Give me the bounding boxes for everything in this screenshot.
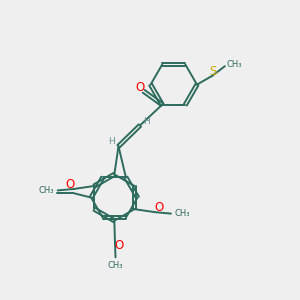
- Text: O: O: [154, 202, 164, 214]
- Text: O: O: [115, 238, 124, 252]
- Text: H: H: [143, 116, 150, 125]
- Text: CH₃: CH₃: [108, 261, 123, 270]
- Text: S: S: [209, 65, 217, 78]
- Text: CH₃: CH₃: [39, 186, 54, 195]
- Text: O: O: [65, 178, 74, 191]
- Text: O: O: [135, 81, 145, 94]
- Text: CH₃: CH₃: [175, 209, 190, 218]
- Text: CH₃: CH₃: [227, 60, 242, 69]
- Text: H: H: [109, 137, 115, 146]
